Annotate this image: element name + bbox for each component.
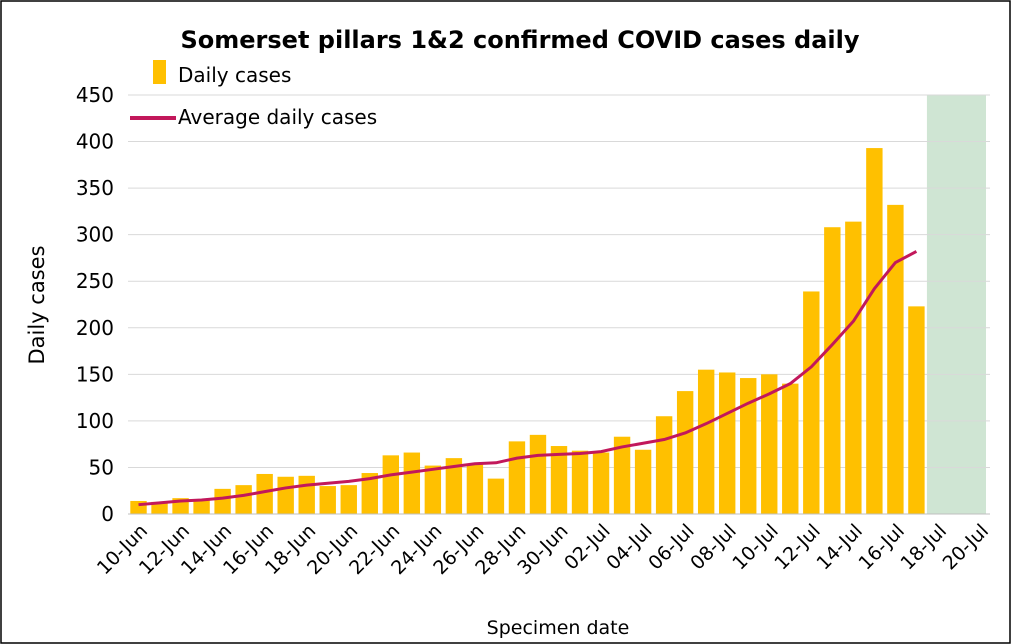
bar <box>740 378 757 514</box>
bar <box>634 449 652 514</box>
bar <box>571 450 589 514</box>
y-tick-label: 250 <box>76 269 114 293</box>
y-tick-label: 0 <box>101 502 114 526</box>
bar <box>361 473 378 514</box>
y-tick-label: 350 <box>76 176 114 200</box>
bar <box>845 221 862 514</box>
bar <box>151 501 168 514</box>
bar <box>824 227 841 514</box>
y-tick-label: 100 <box>76 409 114 433</box>
bar <box>487 478 505 514</box>
bar <box>424 465 442 514</box>
highlight-region <box>926 95 986 514</box>
bar <box>550 446 568 514</box>
bar <box>803 291 820 514</box>
bar <box>592 452 610 514</box>
y-axis-label: Daily cases <box>25 245 49 364</box>
bar <box>382 455 400 514</box>
bar <box>277 476 294 514</box>
bar <box>340 485 357 514</box>
bar <box>761 374 778 514</box>
bar <box>403 452 421 514</box>
bar <box>676 391 694 514</box>
y-tick-label: 50 <box>89 455 114 479</box>
bar <box>655 416 673 514</box>
bar <box>235 485 252 514</box>
y-tick-label: 400 <box>76 130 114 154</box>
bar <box>887 204 904 515</box>
bar <box>256 473 273 514</box>
legend-label: Daily cases <box>178 63 291 87</box>
legend-swatch <box>153 60 166 84</box>
bar <box>718 372 736 514</box>
bar <box>193 500 210 514</box>
bar <box>466 464 484 514</box>
bar <box>298 475 315 514</box>
y-tick-label: 150 <box>76 362 114 386</box>
y-tick-label: 450 <box>76 83 114 107</box>
legend-label: Average daily cases <box>178 105 377 129</box>
bar <box>782 383 799 514</box>
x-axis-label: Specimen date <box>487 617 630 639</box>
y-tick-label: 200 <box>76 316 114 340</box>
chart-title: Somerset pillars 1&2 confirmed COVID cas… <box>181 26 860 54</box>
y-tick-label: 300 <box>76 223 114 247</box>
bar <box>908 306 925 514</box>
bar <box>319 486 336 514</box>
bar <box>445 458 463 514</box>
line <box>138 250 918 507</box>
bar <box>697 369 715 514</box>
bar <box>866 148 883 514</box>
bar <box>508 441 526 514</box>
bar <box>529 434 547 514</box>
bar <box>613 436 631 514</box>
bar <box>214 488 231 514</box>
